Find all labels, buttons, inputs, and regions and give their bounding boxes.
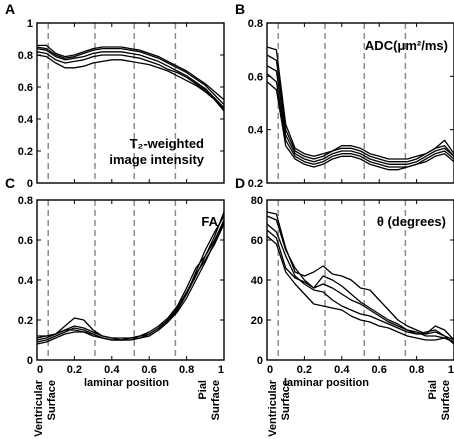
y-tick-label-a-5: 1	[27, 18, 33, 30]
y-tick-label-d-0: 0	[257, 355, 263, 367]
series-line-d-2	[266, 215, 454, 343]
series-line-a-5	[36, 54, 225, 112]
series-line-b-2	[266, 54, 454, 163]
y-tick-label-a-0: 0	[27, 178, 33, 190]
x-tick-label-d-3: 0.6	[372, 364, 387, 376]
series-line-a-1	[37, 44, 225, 101]
ventricular-surface-label-right-1: Ventricular	[267, 379, 279, 437]
panel-annotation-d: θ (degrees)	[377, 214, 446, 229]
panel-annotation-line2-a: image intensity	[109, 152, 204, 167]
series-line-d-5	[266, 235, 454, 343]
pial-surface-label-right-1: Pial	[427, 380, 439, 400]
x-tick-label-c-0: 0	[37, 364, 43, 376]
x-tick-label-c-1: 0.2	[67, 364, 82, 376]
ventricular-surface-label-right-2: Surface	[280, 380, 292, 420]
x-tick-label-c-2: 0.4	[104, 364, 120, 376]
ventricular-surface-label-left-2: Surface	[46, 380, 58, 420]
pial-surface-label-right-2: Surface	[440, 380, 452, 420]
y-tick-label-b-2: 0.6	[248, 71, 263, 83]
series-line-c-2	[36, 223, 225, 341]
series-line-c-4	[37, 215, 225, 341]
y-tick-label-b-1: 0.4	[248, 125, 264, 137]
pial-surface-label-left-2: Surface	[210, 380, 222, 420]
y-tick-label-c-4: 0.8	[18, 195, 33, 207]
y-tick-label-b-0: 0.2	[248, 178, 263, 190]
y-tick-label-c-2: 0.4	[18, 275, 34, 287]
axis-frame-b	[266, 22, 454, 184]
y-tick-label-d-1: 20	[251, 315, 263, 327]
series-line-b-4	[266, 73, 454, 168]
y-tick-label-a-1: 0.2	[18, 146, 33, 158]
series-line-b-1	[266, 46, 454, 160]
panel-letter-d: D	[235, 175, 245, 191]
axis-frame-a	[36, 22, 225, 184]
y-tick-label-a-2: 0.4	[18, 114, 34, 126]
x-tick-label-d-5: 1	[448, 364, 454, 376]
series-line-a-3	[36, 47, 225, 109]
panel-c: C00.20.40.60.80 0.2 0.4 0.6 0.8 1FA	[5, 175, 225, 376]
y-tick-label-d-3: 60	[251, 235, 263, 247]
y-tick-label-d-4: 80	[251, 195, 263, 207]
series-line-d-4	[266, 229, 454, 341]
ventricular-surface-label-left-1: Ventricular	[33, 379, 45, 437]
x-tick-label-c-4: 0.8	[179, 364, 194, 376]
panel-annotation-a: T₂-weighted	[130, 136, 204, 151]
x-tick-label-c-5: 1	[218, 364, 224, 376]
panel-letter-b: B	[235, 1, 245, 17]
panel-letter-c: C	[5, 175, 15, 191]
x-tick-label-d-1: 0.2	[297, 364, 312, 376]
pial-surface-label-left-1: Pial	[197, 380, 209, 400]
y-tick-label-a-4: 0.8	[18, 50, 33, 62]
series-line-c-5	[36, 221, 225, 345]
panel-annotation-c: FA	[201, 214, 218, 229]
series-line-c-3	[36, 211, 225, 343]
x-axis-label-right: laminar position	[284, 377, 369, 389]
y-tick-label-d-2: 40	[251, 275, 263, 287]
series-line-b-3	[266, 65, 454, 165]
x-axis-label-left: laminar position	[84, 377, 169, 389]
x-tick-label-d-4: 0.8	[409, 364, 424, 376]
panel-b: B 0.2 0.4 0.6 0.8 ADC(μm²/ms)	[235, 1, 454, 190]
y-tick-label-c-1: 0.2	[18, 315, 33, 327]
series-line-a-4	[36, 51, 225, 110]
x-tick-label-d-2: 0.4	[334, 364, 350, 376]
panel-d: D 0 20 40 60 80 0 0.2 0.4 0.6 0.8 1 θ (degrees)	[235, 175, 454, 376]
panel-letter-a: A	[5, 1, 15, 17]
y-tick-label-c-3: 0.6	[18, 235, 33, 247]
x-tick-label-d-0: 0	[267, 364, 273, 376]
series-line-a-2	[36, 46, 225, 106]
y-tick-label-b-3: 0.8	[248, 18, 263, 30]
x-tick-label-c-3: 0.6	[142, 364, 157, 376]
y-tick-label-c-0: 0	[27, 355, 33, 367]
series-line-b-5	[266, 81, 454, 171]
panel-annotation-b: ADC(μm²/ms)	[365, 38, 448, 53]
y-tick-label-a-3: 0.6	[18, 82, 33, 94]
